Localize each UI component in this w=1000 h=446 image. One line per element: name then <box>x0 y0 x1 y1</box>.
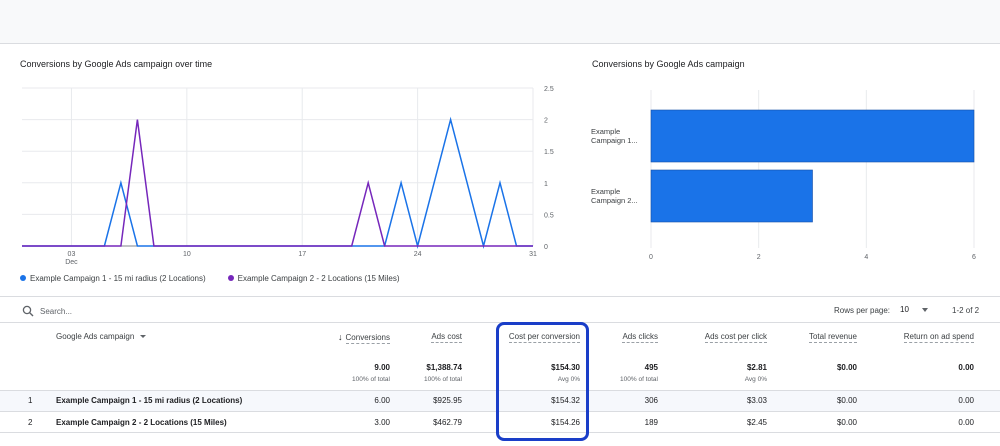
total-conversions-sub: 100% of total <box>352 376 390 383</box>
column-header-ads-cost[interactable]: Ads cost <box>431 332 462 343</box>
row-total-revenue: $0.00 <box>836 396 857 405</box>
total-cost-per-conversion: $154.30 <box>551 363 580 372</box>
line-chart-legend: Example Campaign 1 - 15 mi radius (2 Loc… <box>20 272 422 284</box>
row-index: 1 <box>28 396 33 405</box>
bar-category-label: Example <box>591 127 620 136</box>
x-tick-label: 03 <box>68 251 76 258</box>
column-header-cost-per-conversion-label: Cost per conversion <box>508 332 580 343</box>
row-ads-cost-per-click: $3.03 <box>746 396 767 405</box>
bar-category-label: Campaign 2... <box>591 196 638 205</box>
row-ads-cost: $462.79 <box>433 418 462 427</box>
divider <box>0 432 1000 433</box>
total-ads-cost-per-click: $2.81 <box>746 363 767 372</box>
x-tick-label: 4 <box>864 254 868 261</box>
rows-per-page-label: Rows per page: <box>834 306 891 315</box>
x-tick-label: 31 <box>529 251 537 258</box>
row-total-revenue: $0.00 <box>836 418 857 427</box>
bar-category-label: Example <box>591 187 620 196</box>
x-tick-label: 6 <box>972 254 976 261</box>
rows-per-page-value: 10 <box>900 305 909 314</box>
column-header-ads-clicks[interactable]: Ads clicks <box>622 332 658 343</box>
legend-label-campaign-2: Example Campaign 2 - 2 Locations (15 Mil… <box>237 273 400 283</box>
column-header-total-revenue-label: Total revenue <box>808 332 857 343</box>
chevron-down-icon <box>922 308 928 312</box>
row-ads-clicks: 306 <box>644 396 658 405</box>
total-ads-cost-sub: 100% of total <box>424 376 462 383</box>
total-ads-cost: $1,388.74 <box>426 363 462 372</box>
column-header-campaign[interactable]: Google Ads campaign <box>56 332 147 341</box>
table-row[interactable] <box>0 411 1000 432</box>
table-row[interactable] <box>0 390 1000 411</box>
y-tick-label: 0.5 <box>544 212 554 219</box>
column-header-ads-clicks-label: Ads clicks <box>622 332 658 343</box>
row-cost-per-conversion: $154.26 <box>551 418 580 427</box>
row-index: 2 <box>28 418 33 427</box>
row-conversions: 6.00 <box>374 396 390 405</box>
series-line-campaign-2 <box>22 119 533 247</box>
y-tick-label: 2 <box>544 118 548 125</box>
total-revenue: $0.00 <box>836 363 857 372</box>
y-tick-label: 0 <box>544 244 548 251</box>
search-icon <box>22 305 34 317</box>
chevron-down-icon <box>140 335 147 339</box>
row-campaign-name[interactable]: Example Campaign 1 - 15 mi radius (2 Loc… <box>56 396 243 405</box>
total-ads-clicks: 495 <box>644 363 658 372</box>
total-roas: 0.00 <box>958 363 974 372</box>
column-header-total-revenue[interactable]: Total revenue <box>808 332 857 343</box>
table-toolbar: Rows per page: 10 1-2 of 2 <box>0 300 1000 322</box>
divider <box>0 322 1000 323</box>
x-tick-sublabel: Dec <box>65 259 78 266</box>
total-ads-clicks-sub: 100% of total <box>620 376 658 383</box>
column-header-ads-cost-per-click-label: Ads cost per click <box>704 332 767 343</box>
x-tick-label: 24 <box>414 251 422 258</box>
column-header-ads-cost-label: Ads cost <box>431 332 462 343</box>
x-tick-label: 0 <box>649 254 653 261</box>
row-ads-cost-per-click: $2.45 <box>746 418 767 427</box>
x-tick-label: 17 <box>298 251 306 258</box>
row-ads-clicks: 189 <box>644 418 658 427</box>
bar-category-label: Campaign 1... <box>591 136 638 145</box>
y-tick-label: 1.5 <box>544 149 554 156</box>
pagination-range: 1-2 of 2 <box>952 306 980 315</box>
legend-dot-campaign-2 <box>227 275 234 281</box>
column-header-ads-cost-per-click[interactable]: Ads cost per click <box>704 332 767 343</box>
column-header-campaign-label: Google Ads campaign <box>56 332 135 341</box>
total-cost-per-conversion-sub: Avg 0% <box>557 376 580 383</box>
total-conversions: 9.00 <box>374 363 390 372</box>
y-tick-label: 1 <box>544 181 548 188</box>
row-roas: 0.00 <box>958 418 974 427</box>
legend-label-campaign-1: Example Campaign 1 - 15 mi radius (2 Loc… <box>30 273 206 283</box>
y-tick-label: 2.5 <box>544 86 554 93</box>
row-cost-per-conversion: $154.32 <box>551 396 580 405</box>
divider <box>0 296 1000 297</box>
row-ads-cost: $925.95 <box>433 396 462 405</box>
line-chart-title: Conversions by Google Ads campaign over … <box>20 59 213 69</box>
total-ads-cost-per-click-sub: Avg 0% <box>744 376 767 383</box>
sort-descending-icon: ↓ <box>338 332 343 342</box>
bar-chart-title: Conversions by Google Ads campaign <box>592 59 745 69</box>
column-header-conversions[interactable]: ↓ Conversions <box>338 332 390 344</box>
legend-dot-campaign-1 <box>20 275 26 281</box>
column-header-cost-per-conversion[interactable]: Cost per conversion <box>508 332 580 343</box>
legend-item-campaign-1[interactable]: Example Campaign 1 - 15 mi radius (2 Loc… <box>20 274 206 283</box>
x-tick-label: 2 <box>757 254 761 261</box>
top-bar <box>0 0 1000 44</box>
column-header-roas-label: Return on ad spend <box>903 332 974 343</box>
legend-item-campaign-2[interactable]: Example Campaign 2 - 2 Locations (15 Mil… <box>227 273 400 283</box>
search-input[interactable] <box>40 304 340 318</box>
row-campaign-name[interactable]: Example Campaign 2 - 2 Locations (15 Mil… <box>56 418 227 427</box>
column-header-roas[interactable]: Return on ad spend <box>903 332 974 343</box>
rows-per-page-select[interactable]: 10 <box>900 305 930 317</box>
column-header-conversions-label: Conversions <box>345 333 390 344</box>
row-roas: 0.00 <box>958 396 974 405</box>
bar-campaign-1 <box>650 109 975 163</box>
row-conversions: 3.00 <box>374 418 390 427</box>
bar-campaign-2 <box>650 169 813 223</box>
x-tick-label: 10 <box>183 251 191 258</box>
